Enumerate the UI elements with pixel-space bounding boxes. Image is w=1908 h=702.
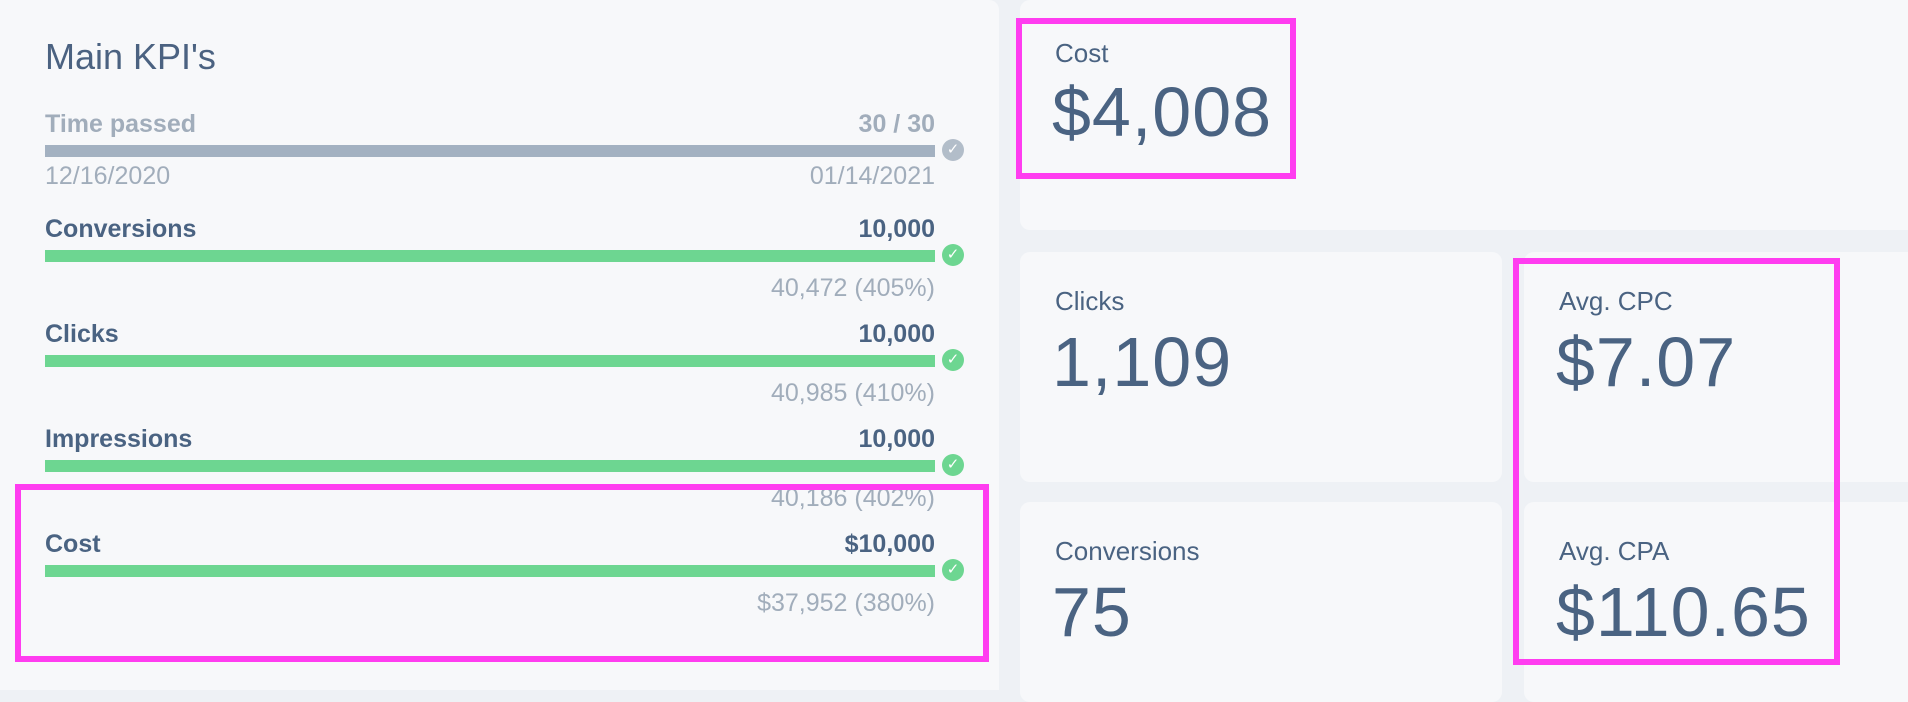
metric-card-clicks: Clicks 1,109 [1020,252,1502,482]
metric-label: Conversions [1055,536,1200,566]
time-passed-value: 30 / 30 [858,110,935,138]
metric-card-cost: Cost $4,008 [1020,0,1908,230]
kpi-label: Cost [45,530,101,558]
kpi-actual: 40,186 (402%) [770,484,935,512]
check-circle-icon: ✓ [942,454,964,476]
kpi-cost: Cost $10,000 ✓ $37,952 (380%) [45,530,967,617]
metric-value: $7.07 [1556,323,1737,401]
kpi-progress-bar [45,355,935,367]
metric-label: Avg. CPA [1559,536,1670,566]
kpi-conversions: Conversions 10,000 ✓ 40,472 (405%) [45,215,967,302]
metric-card-avg-cpc: Avg. CPC $7.07 [1524,252,1908,482]
kpi-time-passed: Time passed 30 / 30 ✓ 12/16/2020 01/14/2… [45,110,967,190]
end-date: 01/14/2021 [809,162,935,190]
metric-label: Avg. CPC [1559,286,1673,316]
kpi-clicks: Clicks 10,000 ✓ 40,985 (410%) [45,320,967,407]
metric-value: 1,109 [1052,323,1233,401]
kpi-target: 10,000 [858,320,935,348]
metric-value: $4,008 [1052,73,1273,151]
kpi-panel-title: Main KPI's [45,36,216,77]
metric-value: 75 [1052,573,1132,651]
check-circle-icon: ✓ [942,139,964,161]
kpi-impressions: Impressions 10,000 ✓ 40,186 (402%) [45,425,967,512]
kpi-label: Clicks [45,320,119,348]
kpi-label: Conversions [45,215,197,243]
metric-label: Cost [1055,38,1109,68]
metric-label: Clicks [1055,286,1125,316]
metric-card-avg-cpa: Avg. CPA $110.65 [1524,502,1908,702]
kpi-target: $10,000 [844,530,935,558]
kpi-progress-bar [45,460,935,472]
kpi-actual: 40,472 (405%) [770,274,935,302]
kpi-progress-bar [45,250,935,262]
main-kpis-card: Main KPI's Time passed 30 / 30 ✓ 12/16/2… [45,36,967,617]
check-circle-icon: ✓ [942,244,964,266]
kpi-label: Impressions [45,425,193,453]
kpi-actual: $37,952 (380%) [757,589,935,617]
metric-value: $110.65 [1556,573,1811,651]
check-circle-icon: ✓ [942,559,964,581]
kpi-target: 10,000 [858,215,935,243]
metric-card-conversions: Conversions 75 [1020,502,1502,702]
kpi-target: 10,000 [858,425,935,453]
time-passed-label: Time passed [45,110,197,138]
kpi-progress-bar [45,565,935,577]
start-date: 12/16/2020 [45,162,171,190]
kpi-actual: 40,985 (410%) [770,379,935,407]
time-passed-progress-bar [45,145,935,157]
check-circle-icon: ✓ [942,349,964,371]
